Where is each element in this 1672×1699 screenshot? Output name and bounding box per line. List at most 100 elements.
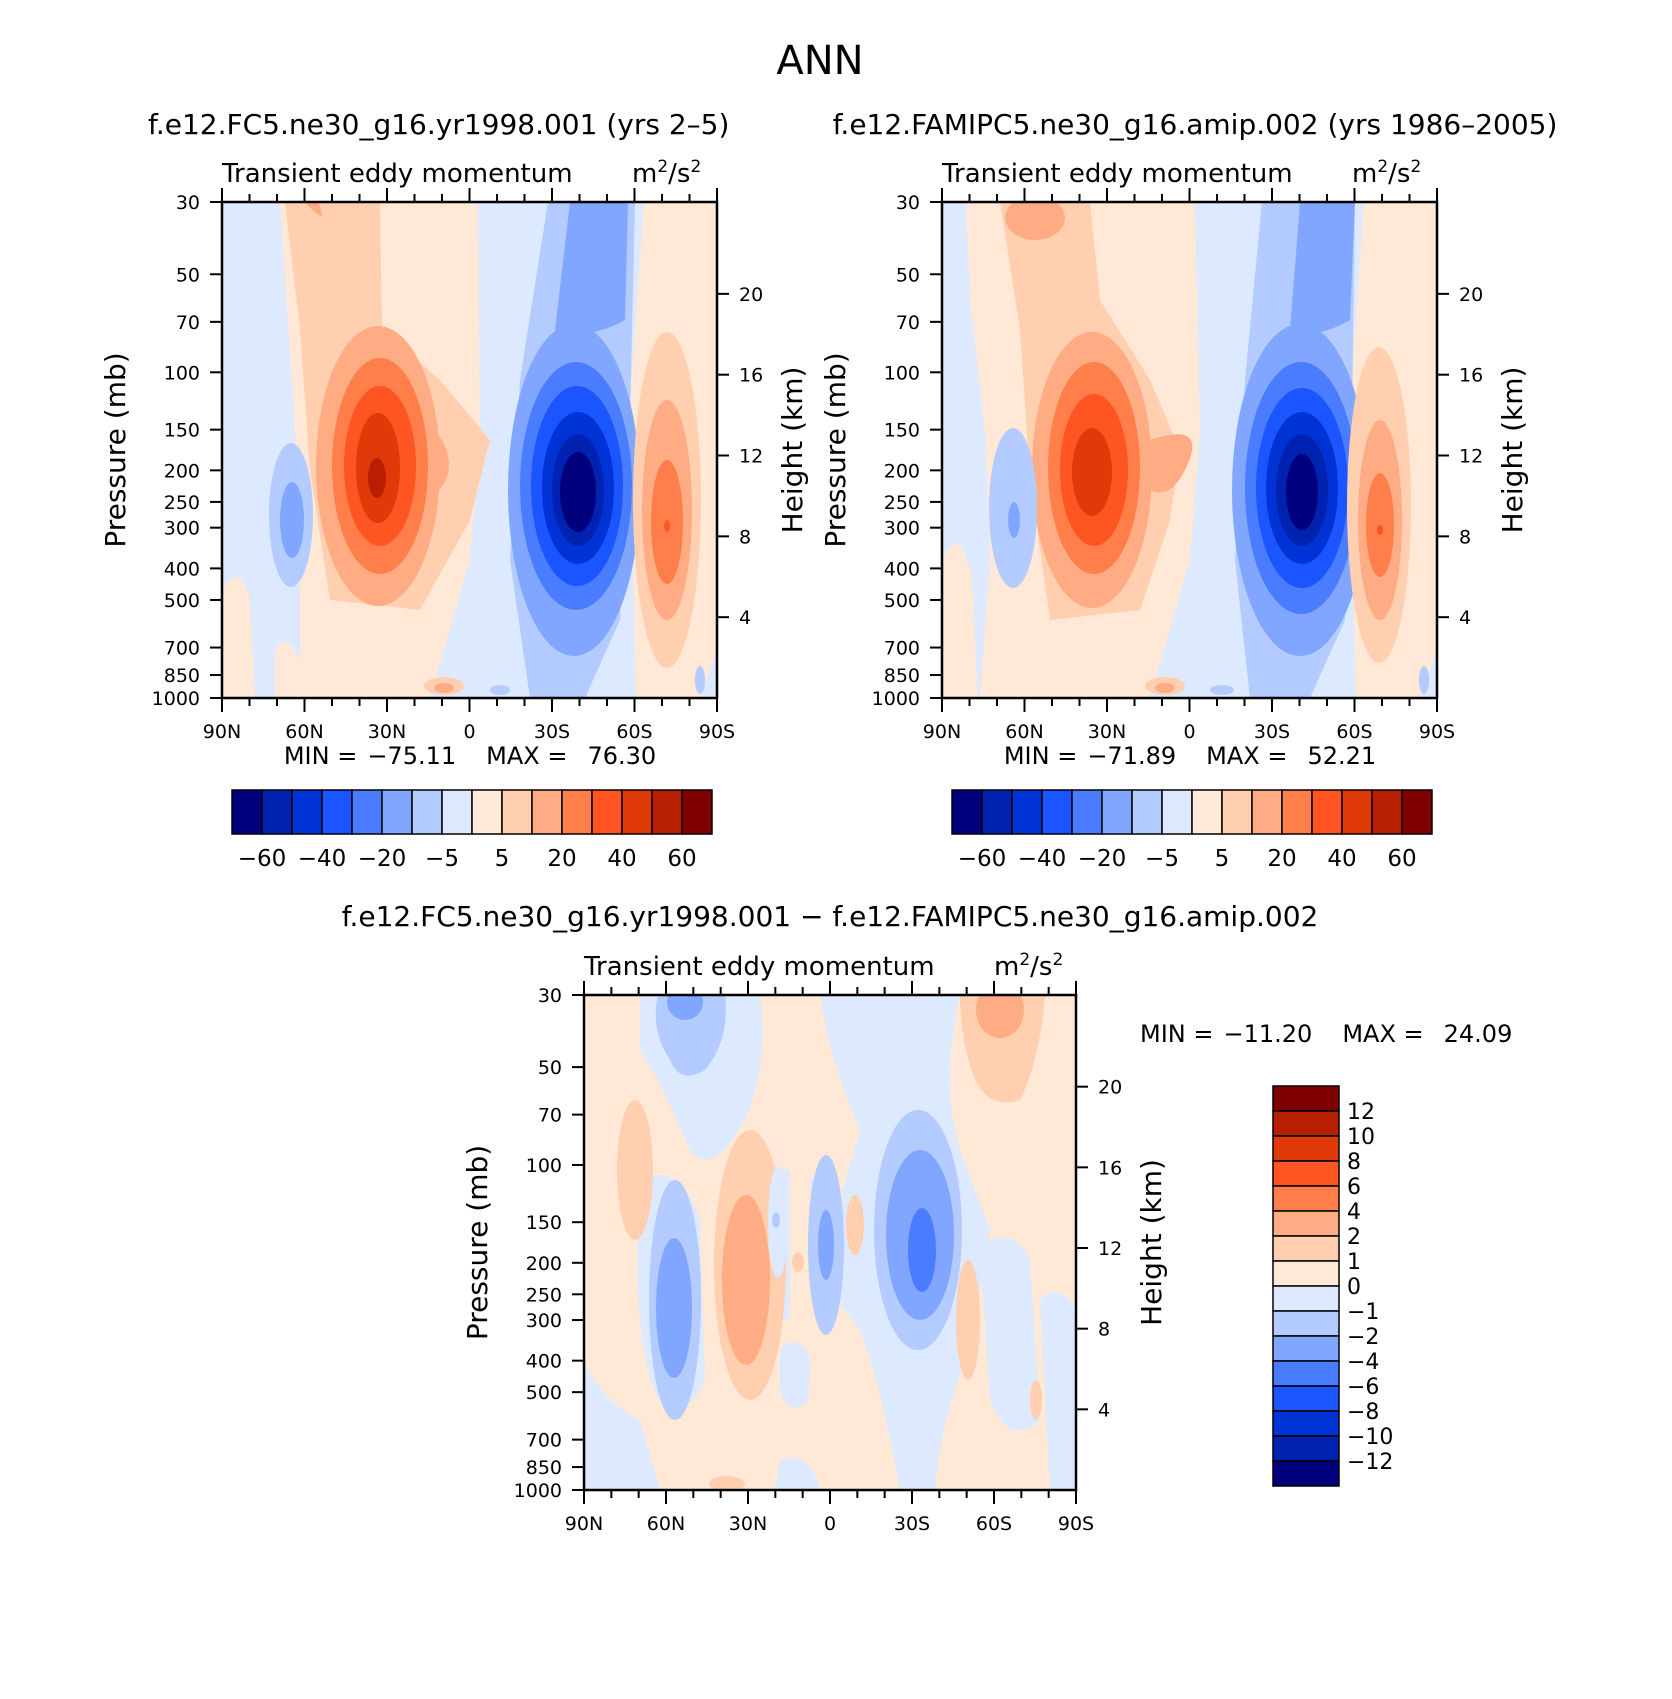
height-tick-label: 16 <box>739 365 763 387</box>
colorbar-tick-label: −20 <box>1078 846 1127 872</box>
colorbar-tick-label: 1 <box>1347 1250 1361 1275</box>
colorbar-swatch <box>651 789 683 835</box>
colorbar-tick-label: 12 <box>1347 1100 1375 1125</box>
lat-tick-label: 90S <box>1058 1513 1094 1535</box>
colorbar-swatch <box>1272 1385 1340 1412</box>
lat-tick-label: 90N <box>565 1513 603 1535</box>
pressure-tick-label: 500 <box>526 1382 562 1404</box>
height-axis-label: Height (km) <box>1135 1159 1168 1326</box>
colorbar-swatch <box>1251 789 1283 835</box>
colorbar-swatch <box>1272 1335 1340 1362</box>
figure-title: ANN <box>776 38 863 84</box>
colorbar-tick-label: 4 <box>1347 1200 1361 1225</box>
panel-3-units: m2/s2 <box>994 950 1063 982</box>
colorbar-swatch <box>1071 789 1103 835</box>
pressure-tick-label: 250 <box>884 492 920 514</box>
pressure-tick-label: 50 <box>896 264 920 286</box>
pressure-tick-label: 150 <box>526 1212 562 1234</box>
pressure-tick-label: 50 <box>538 1057 562 1079</box>
colorbar-swatch <box>1272 1110 1340 1137</box>
lat-tick-label: 30N <box>368 721 406 743</box>
colorbar-tick-label: 5 <box>495 846 510 872</box>
colorbar-tick-label: −12 <box>1347 1450 1393 1475</box>
pressure-tick-label: 30 <box>538 985 562 1007</box>
lat-tick-label: 60S <box>1336 721 1372 743</box>
colorbar-swatch <box>1272 1160 1340 1187</box>
panel-2: f.e12.FAMIPC5.ne30_g16.amip.002 (yrs 198… <box>819 108 1557 872</box>
colorbar-swatch <box>291 789 323 835</box>
colorbar-tick-label: −5 <box>425 846 459 872</box>
pressure-tick-label: 700 <box>884 638 920 660</box>
panel-1: f.e12.FC5.ne30_g16.yr1998.001 (yrs 2–5) … <box>99 108 809 872</box>
lat-tick-label: 30S <box>1254 721 1290 743</box>
lat-tick-label: 0 <box>1183 721 1195 743</box>
colorbar-swatch <box>471 789 503 835</box>
pressure-tick-label: 300 <box>884 518 920 540</box>
panel-3-subtitle: Transient eddy momentum <box>583 952 935 982</box>
colorbar-tick-label: 0 <box>1347 1275 1361 1300</box>
pressure-tick-label: 150 <box>164 420 200 442</box>
colorbar-tick-label: −40 <box>1018 846 1067 872</box>
pressure-tick-label: 300 <box>526 1310 562 1332</box>
pressure-tick-label: 400 <box>884 558 920 580</box>
colorbar-swatch <box>1272 1210 1340 1237</box>
colorbar-swatch <box>1272 1310 1340 1337</box>
pressure-tick-label: 850 <box>164 665 200 687</box>
colorbar-swatch <box>501 789 533 835</box>
lat-tick-label: 60N <box>285 721 323 743</box>
colorbar-swatch <box>1272 1285 1340 1312</box>
lat-tick-label: 30S <box>894 1513 930 1535</box>
height-tick-label: 12 <box>1098 1238 1122 1260</box>
colorbar-tick-label: 20 <box>547 846 576 872</box>
colorbar-swatch <box>1311 789 1343 835</box>
pressure-tick-label: 700 <box>164 638 200 660</box>
lat-tick-label: 30S <box>534 721 570 743</box>
colorbar-tick-label: 40 <box>1327 846 1356 872</box>
colorbar-tick-label: 20 <box>1267 846 1296 872</box>
colorbar-swatch <box>1101 789 1133 835</box>
colorbar-tick-label: −60 <box>238 846 287 872</box>
pressure-tick-label: 50 <box>176 264 200 286</box>
colorbar-swatch <box>381 789 413 835</box>
colorbar-swatch <box>1341 789 1373 835</box>
colorbar-swatch <box>1272 1460 1340 1487</box>
pressure-tick-label: 1000 <box>152 688 200 710</box>
colorbar-swatch <box>1272 1135 1340 1162</box>
panel-1-units: m2/s2 <box>632 157 701 189</box>
lat-tick-label: 60N <box>1005 721 1043 743</box>
pressure-tick-label: 150 <box>884 420 920 442</box>
colorbar-swatch <box>441 789 473 835</box>
panel-3-minmax: MIN = −11.20 MAX = 24.09 <box>1140 1020 1512 1048</box>
pressure-tick-label: 500 <box>164 590 200 612</box>
colorbar-swatch <box>951 789 983 835</box>
colorbar-swatch <box>261 789 293 835</box>
lat-tick-label: 90N <box>203 721 241 743</box>
pressure-tick-label: 30 <box>896 192 920 214</box>
colorbar-swatch <box>1161 789 1193 835</box>
lat-tick-label: 30N <box>729 1513 767 1535</box>
colorbar-swatch <box>681 789 713 835</box>
colorbar-swatch <box>1272 1260 1340 1287</box>
colorbar-swatch <box>321 789 353 835</box>
colorbar-swatch <box>531 789 563 835</box>
height-tick-label: 12 <box>1459 446 1483 468</box>
pressure-tick-label: 200 <box>526 1253 562 1275</box>
pressure-tick-label: 70 <box>538 1105 562 1127</box>
colorbar-tick-label: −1 <box>1347 1300 1379 1325</box>
height-tick-label: 4 <box>1459 607 1471 629</box>
pressure-tick-label: 100 <box>164 362 200 384</box>
pressure-tick-label: 200 <box>164 460 200 482</box>
colorbar-tick-label: −5 <box>1145 846 1179 872</box>
height-tick-label: 20 <box>1459 284 1483 306</box>
pressure-tick-label: 70 <box>896 312 920 334</box>
panel-2-minmax: MIN = −71.89 MAX = 52.21 <box>1004 742 1376 770</box>
height-tick-label: 20 <box>739 284 763 306</box>
pressure-axis-label: Pressure (mb) <box>99 352 132 547</box>
height-tick-label: 16 <box>1098 1157 1122 1179</box>
panel-1-subtitle: Transient eddy momentum <box>221 159 573 189</box>
colorbar-tick-label: −4 <box>1347 1350 1379 1375</box>
pressure-axis-label: Pressure (mb) <box>819 352 852 547</box>
panel-2-title: f.e12.FAMIPC5.ne30_g16.amip.002 (yrs 198… <box>833 108 1558 141</box>
colorbar-swatch <box>1272 1410 1340 1437</box>
